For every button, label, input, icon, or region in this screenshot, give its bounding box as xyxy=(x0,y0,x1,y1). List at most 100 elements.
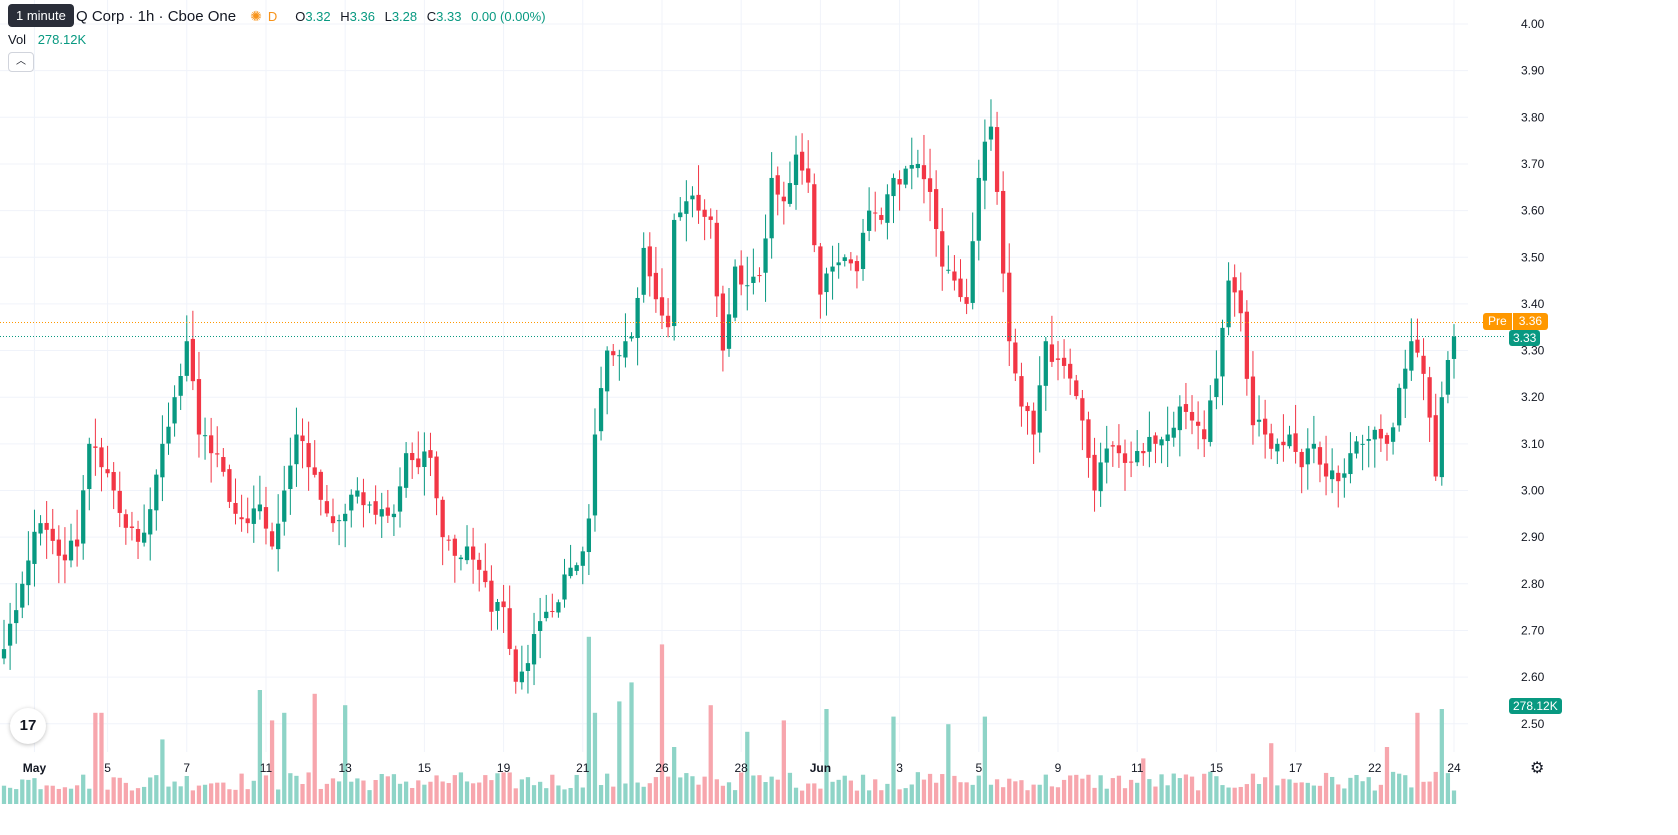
volume-bar xyxy=(117,777,122,804)
volume-bar xyxy=(74,785,80,804)
x-tick-label: 22 xyxy=(1368,761,1382,775)
volume-bar xyxy=(946,724,951,804)
collapse-legend-button[interactable]: ︿ xyxy=(8,52,34,72)
volume-bar xyxy=(1281,778,1286,804)
candle-body xyxy=(483,570,488,583)
ohlc-low-value: 3.28 xyxy=(391,9,418,24)
candle-body xyxy=(446,539,451,541)
tradingview-logo[interactable]: 17 xyxy=(10,708,46,744)
volume-bar xyxy=(227,789,232,804)
candle-body xyxy=(1421,355,1426,374)
volume-bar xyxy=(196,785,202,804)
volume-bar xyxy=(550,774,555,804)
volume-bar xyxy=(349,781,354,804)
volume-bar xyxy=(32,778,37,804)
candle-body xyxy=(1,649,7,659)
candle-body xyxy=(714,222,719,297)
x-tick-label: 11 xyxy=(260,761,273,775)
candle-body xyxy=(1208,400,1213,442)
y-tick-label: 3.40 xyxy=(1521,297,1545,311)
volume-bar xyxy=(873,779,878,804)
volume-bar xyxy=(1214,776,1219,804)
candle-body xyxy=(964,297,969,304)
volume-bar xyxy=(684,773,689,804)
volume-bar xyxy=(1171,773,1176,804)
volume-bar xyxy=(921,779,927,804)
candle-body xyxy=(970,241,975,303)
volume-bar xyxy=(391,774,397,804)
candle-body xyxy=(787,183,793,204)
candle-body xyxy=(324,501,330,514)
candle-body xyxy=(568,567,573,577)
candle-body xyxy=(1110,445,1115,447)
candle-body xyxy=(940,231,945,267)
gear-icon[interactable]: ⚙ xyxy=(1530,760,1545,777)
volume-bar xyxy=(830,781,835,804)
candle-body xyxy=(1037,385,1042,433)
candle-body xyxy=(141,532,147,543)
x-tick-label: 26 xyxy=(655,761,669,775)
volume-bar xyxy=(1080,778,1085,804)
volume-bar xyxy=(434,775,439,804)
x-tick-label: May xyxy=(23,761,47,775)
ohlc-high-value: 3.36 xyxy=(349,9,375,24)
x-tick-label: 17 xyxy=(1289,761,1303,775)
volume-bar xyxy=(629,682,634,804)
volume-bar xyxy=(300,783,305,804)
volume-bar xyxy=(556,785,561,804)
volume-bar xyxy=(720,785,726,804)
volume-bar xyxy=(135,788,141,804)
volume-bar xyxy=(312,693,317,804)
candle-body xyxy=(410,453,415,461)
candle-body xyxy=(897,179,902,185)
volume-bar xyxy=(367,790,372,804)
price-axis[interactable]: 4.00 3.90 3.80 3.70 3.60 3.50 3.40 3.30 3.20 3.10… xyxy=(1521,17,1545,731)
candle-body xyxy=(1372,429,1377,440)
candle-body xyxy=(1299,451,1304,468)
candle-body xyxy=(1007,272,1012,342)
volume-bar xyxy=(525,777,531,804)
candle-body xyxy=(812,184,817,246)
volume-bar xyxy=(1397,773,1402,804)
candle-body xyxy=(946,269,951,271)
candle-body xyxy=(647,246,652,277)
volume-bar xyxy=(440,781,445,804)
candle-body xyxy=(282,490,287,522)
volume-bar xyxy=(745,731,750,804)
volume-bar xyxy=(696,784,701,804)
candle-body xyxy=(330,516,336,524)
y-tick-label: 2.80 xyxy=(1521,577,1545,591)
volume-bar xyxy=(915,772,920,804)
volume-bar xyxy=(1195,790,1201,804)
volume-bar xyxy=(1250,773,1256,804)
volume-bar xyxy=(1263,777,1268,804)
candle-body xyxy=(915,163,920,169)
candle-body xyxy=(720,293,726,351)
candle-body xyxy=(934,189,939,230)
volume-bar xyxy=(1409,787,1414,804)
candle-body xyxy=(1342,473,1347,478)
symbol-title[interactable]: Q Corp · 1h · Cboe One xyxy=(76,8,237,25)
candle-body xyxy=(751,276,756,283)
candle-body xyxy=(68,540,74,561)
volume-bar xyxy=(988,784,994,804)
time-axis[interactable]: May 5 7 11 13 15 19 21 26 28 Jun 3 5 9 11 15 17 22 24 xyxy=(23,761,1461,775)
candle-body xyxy=(87,443,92,490)
volume-bar xyxy=(1390,771,1396,804)
candle-body xyxy=(745,285,750,287)
volume-bar xyxy=(714,779,719,804)
volume-bar xyxy=(81,774,86,804)
volume-bar xyxy=(970,784,975,804)
candle-body xyxy=(909,165,914,169)
volume-bar xyxy=(239,773,244,804)
candle-body xyxy=(355,490,360,497)
candle-body xyxy=(1263,418,1268,435)
candle-body xyxy=(269,531,275,547)
volume-bar xyxy=(1323,772,1329,804)
volume-label[interactable]: Vol xyxy=(8,32,27,47)
candle-body xyxy=(294,434,299,465)
candle-body xyxy=(397,486,403,512)
volume-bar xyxy=(580,787,585,804)
candle-body xyxy=(233,502,238,514)
